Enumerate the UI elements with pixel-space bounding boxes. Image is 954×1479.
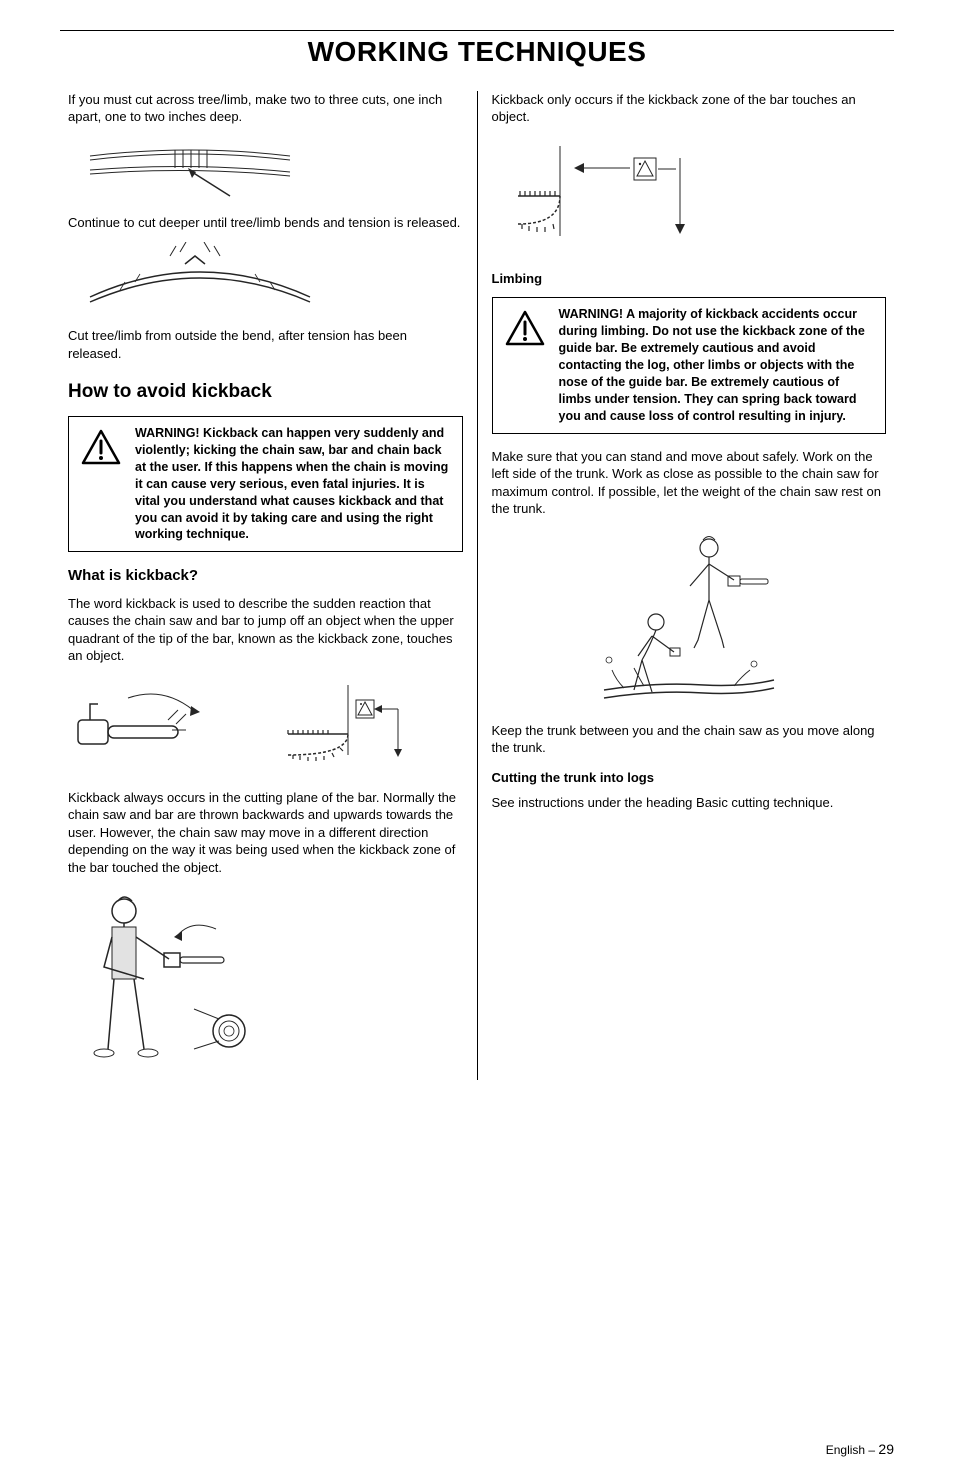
- warning-text-limbing: WARNING! A majority of kickback accident…: [559, 306, 876, 424]
- right-paragraph-1: Kickback only occurs if the kickback zon…: [492, 91, 887, 126]
- left-column: If you must cut across tree/limb, make t…: [60, 91, 478, 1081]
- left-paragraph-4: The word kickback is used to describe th…: [68, 595, 463, 665]
- left-paragraph-2: Continue to cut deeper until tree/limb b…: [68, 214, 463, 232]
- right-paragraph-2: Make sure that you can stand and move ab…: [492, 448, 887, 518]
- content-columns: If you must cut across tree/limb, make t…: [60, 91, 894, 1081]
- figure-cuts-across-limb: [80, 136, 463, 200]
- heading-what-is-kickback: What is kickback?: [68, 566, 463, 586]
- warning-icon: [79, 425, 123, 465]
- right-paragraph-3: Keep the trunk between you and the chain…: [492, 722, 887, 757]
- top-rule: [60, 30, 894, 31]
- heading-cutting-trunk: Cutting the trunk into logs: [492, 769, 887, 787]
- right-paragraph-4: See instructions under the heading Basic…: [492, 794, 887, 812]
- warning-icon: [503, 306, 547, 346]
- heading-avoid-kickback: How to avoid kickback: [68, 379, 463, 405]
- page-footer: English – 29: [60, 1440, 894, 1459]
- left-paragraph-5: Kickback always occurs in the cutting pl…: [68, 789, 463, 877]
- figure-kickback-zone-bar: [510, 136, 887, 256]
- figure-limb-bending: [80, 241, 463, 313]
- heading-limbing: Limbing: [492, 270, 887, 288]
- figure-user-kickback: [74, 886, 463, 1066]
- figure-kickback-zone: [68, 675, 463, 775]
- footer-language: English: [826, 1443, 865, 1457]
- warning-box-kickback: WARNING! Kickback can happen very sudden…: [68, 416, 463, 552]
- page-title: WORKING TECHNIQUES: [60, 33, 894, 71]
- warning-box-limbing: WARNING! A majority of kickback accident…: [492, 297, 887, 433]
- footer-sep: –: [865, 1443, 878, 1457]
- figure-limbing-posture: [492, 528, 887, 708]
- left-paragraph-3: Cut tree/limb from outside the bend, aft…: [68, 327, 463, 362]
- footer-page-number: 29: [878, 1441, 894, 1457]
- warning-text-kickback: WARNING! Kickback can happen very sudden…: [135, 425, 452, 543]
- right-column: Kickback only occurs if the kickback zon…: [478, 91, 895, 1081]
- left-paragraph-1: If you must cut across tree/limb, make t…: [68, 91, 463, 126]
